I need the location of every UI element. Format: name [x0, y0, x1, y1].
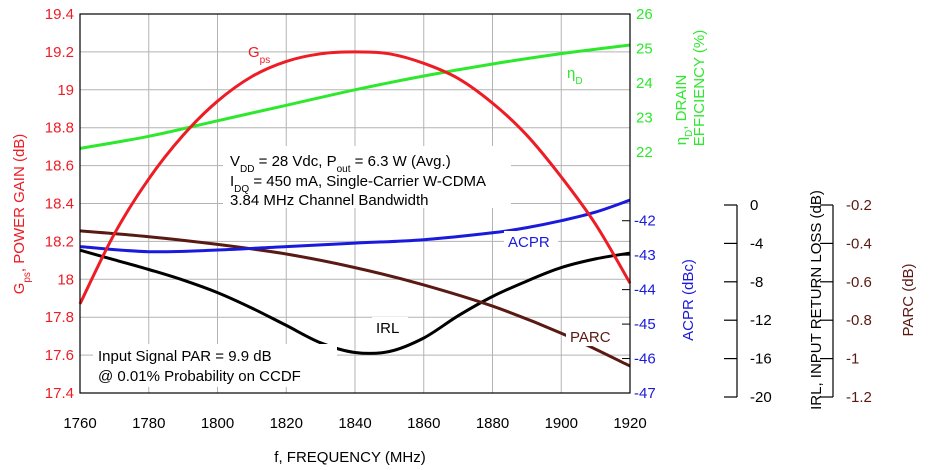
- acpr-tick-label: -45: [634, 316, 656, 333]
- series-layer: [78, 43, 632, 368]
- acpr-axis-ticks: -42 -43 -44 -45 -46 -47: [622, 213, 656, 402]
- parc-tick-label: -0.8: [846, 312, 872, 329]
- x-tick-label: 1780: [132, 415, 165, 432]
- x-axis-ticks: 1760 1780 1800 1820 1840 1860 1880 1900 1920: [63, 415, 646, 432]
- efficiency-series-line: [79, 43, 631, 150]
- input-signal-line2: @ 0.01% Probability on CCDF: [98, 368, 301, 385]
- gain-tick-label: 19.4: [45, 6, 74, 23]
- irl-tick-label: -4: [750, 235, 763, 252]
- acpr-tick-label: -43: [634, 247, 656, 264]
- x-tick-label: 1900: [545, 415, 578, 432]
- acpr-tick-label: -42: [634, 213, 656, 230]
- irl-tick-label: -20: [750, 389, 772, 406]
- gain-tick-label: 18.2: [45, 233, 74, 250]
- efficiency-tick-label: 25: [636, 40, 653, 57]
- efficiency-tick-label: 26: [636, 6, 653, 23]
- gain-tick-label: 19.2: [45, 44, 74, 61]
- irl-axis-title: IRL, INPUT RETURN LOSS (dB): [808, 190, 825, 410]
- efficiency-series-label: ηD: [567, 65, 583, 87]
- gain-tick-label: 18: [57, 271, 74, 288]
- parc-tick-label: -0.4: [846, 235, 872, 252]
- gain-tick-label: 17.4: [45, 385, 74, 402]
- input-signal-line1: Input Signal PAR = 9.9 dB: [98, 348, 272, 365]
- gain-axis-ticks: 19.4 19.2 19 18.8 18.6 18.4 18.2 18 17.8 17.6 17.4: [45, 6, 74, 402]
- conditions-line2: IDQ = 450 mA, Single-Carrier W-CDMA: [230, 173, 486, 195]
- x-tick-label: 1760: [63, 415, 96, 432]
- irl-tick-label: -12: [750, 312, 772, 329]
- irl-axis: 0 -4 -8 -12 -16 -20: [724, 197, 772, 406]
- conditions-box: [223, 146, 511, 208]
- acpr-tick-label: -47: [634, 385, 656, 402]
- gain-tick-label: 18.8: [45, 120, 74, 137]
- x-tick-label: 1860: [407, 415, 440, 432]
- parc-tick-label: -0.2: [846, 197, 872, 214]
- acpr-label-bg: [504, 231, 558, 251]
- gps-series-line: [78, 50, 632, 305]
- parc-series-label: PARC: [570, 329, 611, 346]
- gain-axis-title: Gps, POWER GAIN (dB): [11, 134, 33, 295]
- gain-tick-label: 17.6: [45, 347, 74, 364]
- gps-series-label: Gps: [248, 44, 270, 66]
- efficiency-axis-title-line1: ηD, DRAIN: [673, 75, 695, 146]
- gain-tick-label: 19: [57, 82, 74, 99]
- gain-tick-label: 18.6: [45, 158, 74, 175]
- efficiency-axis-ticks: 26 25 24 23 22: [636, 6, 653, 161]
- plot-frame: [79, 13, 631, 394]
- conditions-line3: 3.84 MHz Channel Bandwidth: [230, 192, 428, 209]
- efficiency-axis-title-line2: EFFICIENCY (%): [691, 30, 708, 146]
- parc-axis-title: PARC (dB): [900, 263, 917, 336]
- acpr-tick-label: -44: [634, 282, 656, 299]
- parc-tick-label: -1.2: [846, 389, 872, 406]
- irl-tick-label: -8: [750, 274, 763, 291]
- parc-series-line: [79, 229, 631, 368]
- acpr-axis-title: ACPR (dBc): [680, 259, 697, 341]
- parc-label-bg: [566, 326, 618, 346]
- acpr-series-line: [79, 198, 631, 254]
- parc-tick-label: -1: [846, 351, 859, 368]
- parc-axis: -0.2 -0.4 -0.6 -0.8 -1 -1.2: [820, 197, 872, 406]
- input-signal-box: [93, 344, 337, 387]
- gain-tick-label: 18.4: [45, 196, 74, 213]
- acpr-series-label: ACPR: [508, 234, 550, 251]
- conditions-line1: VDD = 28 Vdc, Pout = 6.3 W (Avg.): [230, 153, 451, 175]
- irl-tick-label: 0: [750, 197, 758, 214]
- parc-tick-label: -0.6: [846, 274, 872, 291]
- efficiency-tick-label: 23: [636, 109, 653, 126]
- irl-label-bg: [372, 317, 408, 337]
- x-tick-label: 1820: [270, 415, 303, 432]
- x-tick-label: 1880: [476, 415, 509, 432]
- irl-series-label: IRL: [376, 320, 399, 337]
- x-axis-title: f, FREQUENCY (MHz): [274, 449, 425, 466]
- x-tick-label: 1840: [338, 415, 371, 432]
- x-tick-label: 1800: [201, 415, 234, 432]
- irl-series-line: [79, 248, 631, 355]
- irl-tick-label: -16: [750, 351, 772, 368]
- efficiency-tick-label: 24: [636, 75, 653, 92]
- acpr-tick-label: -46: [634, 351, 656, 368]
- efficiency-tick-label: 22: [636, 144, 653, 161]
- gain-tick-label: 17.8: [45, 309, 74, 326]
- x-tick-label: 1920: [613, 415, 646, 432]
